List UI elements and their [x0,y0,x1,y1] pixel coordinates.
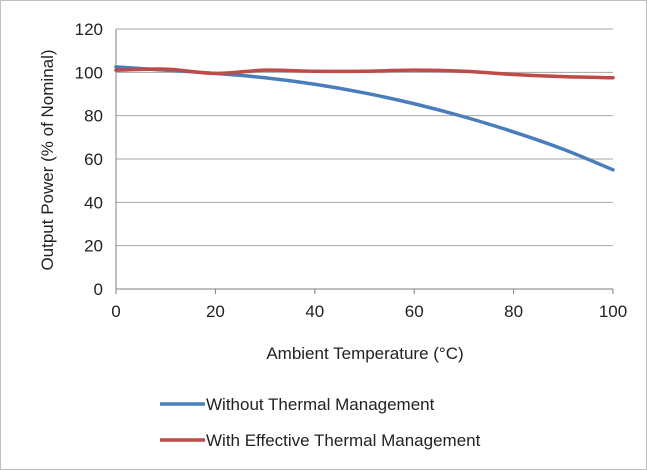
y-tick-label: 0 [94,280,103,299]
x-axis-label: Ambient Temperature (°C) [266,344,463,363]
x-tick-label: 60 [405,302,424,321]
legend-label: With Effective Thermal Management [206,431,481,450]
y-tick-label: 100 [75,63,103,82]
y-tick-label: 20 [84,237,103,256]
x-tick-label: 20 [206,302,225,321]
x-tick-labels: 0 20 40 60 80 100 [111,302,627,321]
y-tick-label: 80 [84,107,103,126]
series-line-with-effective-thermal-management [114,67,615,80]
series-line-without-thermal-management [114,65,615,172]
y-tick-label: 60 [84,150,103,169]
axes [115,29,614,294]
x-tick-label: 100 [599,302,627,321]
y-axis-label: Output Power (% of Nominal) [38,49,57,270]
x-tick-label: 80 [504,302,523,321]
legend: Without Thermal Management With Effective… [160,395,481,450]
y-tick-label: 40 [84,193,103,212]
legend-label: Without Thermal Management [206,395,435,414]
y-tick-labels: 0 20 40 60 80 100 120 [75,20,103,299]
gridlines [116,28,613,247]
series-lines [114,65,615,172]
x-tick-label: 40 [305,302,324,321]
y-tick-label: 120 [75,20,103,39]
x-tick-label: 0 [111,302,120,321]
